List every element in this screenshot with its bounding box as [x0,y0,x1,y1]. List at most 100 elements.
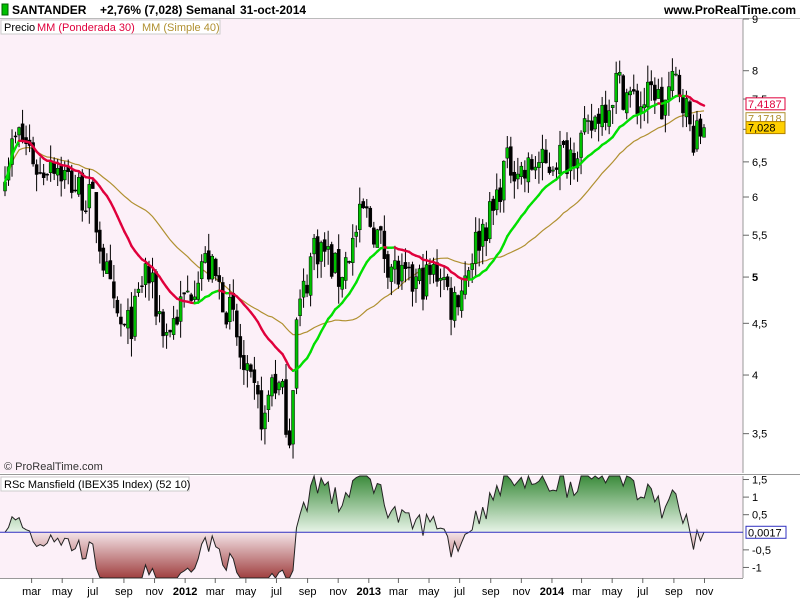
candle-body [329,244,334,277]
candle-body [410,264,415,292]
legend-price: Precio [4,22,35,34]
time-tick-label: sep [299,586,317,598]
candle-body [298,298,302,316]
rsc-tick-label: 0,5 [752,510,767,522]
candle-body [312,237,316,255]
time-tick-label: jul [270,586,282,598]
candle-body [646,81,650,108]
candle-body [147,265,151,284]
main-panel-background [0,19,743,473]
candle-body [568,149,573,172]
candle-body [122,323,127,326]
price-tag-label: 7,4187 [748,99,782,111]
wma-segment [3,170,10,184]
candle-body [105,261,109,274]
candle-body [473,231,478,264]
candle-body [52,161,56,174]
candle-body [533,166,538,171]
candle-body [157,311,162,315]
candle-body [203,253,207,263]
time-tick-label: mar [206,586,225,598]
candle-body [214,258,218,277]
candle-body [48,161,53,173]
candle-body [38,172,42,174]
candle-body [403,262,408,269]
candle-body [242,355,246,371]
time-tick-label: may [235,586,256,598]
candle-body [259,390,264,430]
time-tick-label: sep [482,586,500,598]
period: Semanal [186,3,235,17]
wma-segment [123,230,130,240]
candle-body [94,192,99,233]
time-tick-label: 2013 [357,586,381,598]
rsc-legend: RSc Mansfield (IBEX35 Index) (52 10) [0,476,190,492]
candle-body [270,377,274,397]
candlesticks [3,58,706,459]
candle-body [480,223,485,247]
candle-body [677,74,682,96]
candle-body [519,165,524,177]
legend-wma: MM (Ponderada 30) [37,22,135,34]
candle-body [442,277,446,281]
candle-body [175,316,179,325]
candle-body [308,256,313,296]
candle-body [653,84,657,101]
candle-body [87,184,92,209]
candle-body [702,127,706,138]
rsc-tick-label: 1,5 [752,475,767,487]
candle-body [600,105,604,128]
candle-body [610,104,615,108]
candle-body [305,284,309,294]
time-tick-label: jul [636,586,648,598]
site-url[interactable]: www.ProRealTime.com [663,3,796,17]
candle-body [291,390,295,445]
price-tick-label: 5 [752,272,758,284]
candle-body [414,276,418,289]
candle-body [596,113,601,124]
candle-body [228,296,232,323]
candle-body [498,187,503,202]
rsc-positive-area [5,476,704,533]
wma-segment [323,317,330,327]
price-axis-background [743,19,800,473]
candle-body [642,104,647,109]
candle-body [273,373,278,394]
candle-body [59,164,63,182]
candle-body [150,272,155,283]
candle-body [129,306,134,340]
candle-body [663,99,668,116]
legend-background [0,19,221,35]
candle-body [91,181,95,189]
candle-body [140,285,144,288]
candle-body [674,73,678,76]
candle-body [495,189,499,211]
candle-body [372,227,376,245]
candle-body [389,266,394,282]
price-legend: Precio MM (Ponderada 30) MM (Simple 40) [0,19,221,35]
candle-body [210,255,214,280]
candle-body [182,292,186,295]
candle-body [459,290,464,311]
candle-body [108,260,113,280]
time-tick-label: may [602,586,623,598]
candle-body [336,249,341,287]
price-tick-label: 6,5 [752,157,767,169]
candle-body [526,157,531,183]
candle-body [393,260,397,270]
candle-body [614,72,618,103]
candle-body [343,257,348,281]
candle-body [572,152,576,167]
candle-body [421,267,425,300]
wma-segment [309,342,316,354]
candle-body [382,230,387,259]
candle-body [431,264,436,275]
rsc-title: RSc Mansfield (IBEX35 Index) (52 10) [4,479,190,491]
candle-body [386,254,390,278]
candle-body [396,260,401,285]
candle-body [561,140,566,145]
time-tick-label: may [52,586,73,598]
candle-body [294,319,299,389]
candle-body [164,332,169,336]
candle-body [547,166,552,173]
